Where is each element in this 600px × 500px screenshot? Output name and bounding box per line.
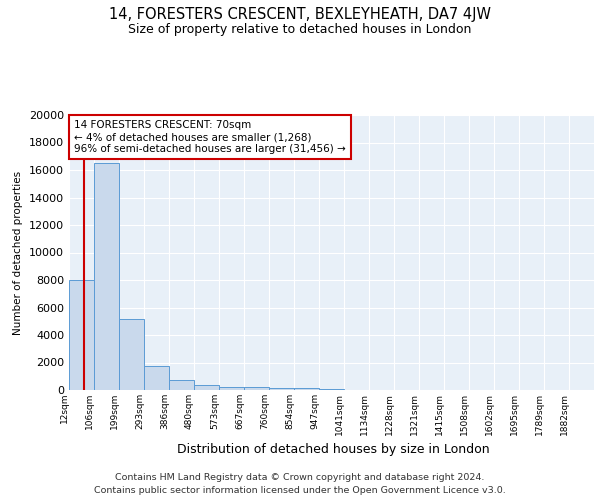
Text: Contains public sector information licensed under the Open Government Licence v3: Contains public sector information licen…	[94, 486, 506, 495]
Text: Distribution of detached houses by size in London: Distribution of detached houses by size …	[176, 442, 490, 456]
Bar	[194, 385, 219, 390]
Bar	[119, 318, 144, 390]
Text: 14, FORESTERS CRESCENT, BEXLEYHEATH, DA7 4JW: 14, FORESTERS CRESCENT, BEXLEYHEATH, DA7…	[109, 8, 491, 22]
Text: Contains HM Land Registry data © Crown copyright and database right 2024.: Contains HM Land Registry data © Crown c…	[115, 472, 485, 482]
Bar	[244, 387, 269, 390]
Bar	[219, 386, 244, 390]
Bar	[94, 163, 119, 390]
Bar	[69, 280, 94, 390]
Text: 14 FORESTERS CRESCENT: 70sqm
← 4% of detached houses are smaller (1,268)
96% of : 14 FORESTERS CRESCENT: 70sqm ← 4% of det…	[74, 120, 346, 154]
Bar	[269, 388, 294, 390]
Text: Size of property relative to detached houses in London: Size of property relative to detached ho…	[128, 22, 472, 36]
Bar	[144, 366, 169, 390]
Y-axis label: Number of detached properties: Number of detached properties	[13, 170, 23, 334]
Bar	[169, 380, 194, 390]
Bar	[294, 388, 319, 390]
